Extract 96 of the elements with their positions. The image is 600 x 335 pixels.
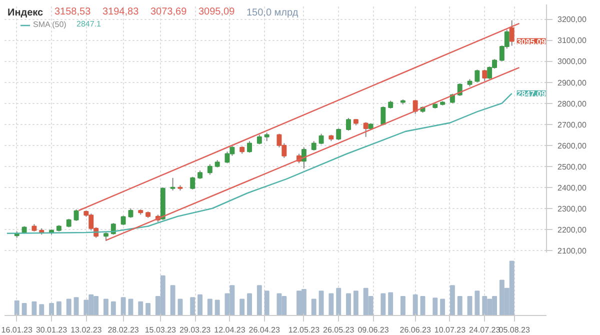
- bar: [56, 301, 62, 316]
- bar: [214, 300, 220, 316]
- candlestick: [509, 20, 514, 46]
- candlestick: [318, 133, 324, 145]
- annotation: 150,0 млрд: [246, 8, 298, 18]
- bar: [440, 298, 446, 316]
- x-tick-label: 26.05.23: [323, 326, 355, 334]
- bar: [311, 298, 316, 316]
- bar: [400, 296, 406, 316]
- y-tick-label: 2100,00: [558, 246, 587, 256]
- y-tick-label: 2800,00: [558, 99, 587, 108]
- bar: [74, 297, 79, 316]
- bar: [346, 293, 351, 316]
- candlestick: [474, 69, 480, 83]
- bar: [138, 301, 144, 316]
- candlestick: [301, 146, 306, 169]
- bar: [170, 285, 176, 316]
- y-tick-label: 2400,00: [558, 183, 587, 192]
- annotation: 3158,53: [54, 6, 92, 18]
- bar: [207, 298, 212, 316]
- candlestick: [247, 140, 252, 154]
- annotation: 2847.1: [76, 20, 102, 28]
- annotation: 3073,69: [150, 6, 188, 18]
- y-tick-label: 2600,00: [558, 141, 587, 150]
- candlestick: [120, 215, 126, 226]
- x-tick-label: 16.01.23: [1, 326, 33, 334]
- chart-title: Индекс: [8, 8, 44, 18]
- y-tick-label: 3000,00: [558, 57, 587, 66]
- candlestick: [380, 106, 386, 126]
- candlestick: [363, 122, 368, 138]
- candlestick: [190, 176, 196, 190]
- candlestick: [170, 177, 176, 191]
- x-tick-label: 28.02.23: [108, 326, 140, 334]
- y-tick-label: 2700,00: [558, 120, 587, 130]
- bar: [128, 298, 134, 316]
- candlestick: [74, 208, 79, 222]
- y-tick-label: 2900,00: [558, 78, 587, 88]
- x-tick-label: 26.06.23: [400, 326, 432, 334]
- x-tick-label: 15.03.23: [144, 326, 177, 334]
- bar: [388, 292, 394, 316]
- y-tick-label: 2200,00: [558, 225, 587, 234]
- x-tick-label: 05.08.23: [498, 326, 530, 334]
- annotation: 3095,09: [516, 37, 546, 46]
- bar: [103, 298, 108, 316]
- bar: [318, 290, 324, 316]
- bar: [412, 294, 418, 316]
- candlestick: [128, 208, 134, 218]
- bar: [264, 290, 270, 316]
- y-tick-label: 2500,00: [558, 162, 587, 172]
- bar: [146, 303, 151, 316]
- candlestick: [346, 117, 351, 132]
- bar: [49, 303, 54, 316]
- candlestick: [311, 140, 316, 152]
- bar: [474, 290, 480, 316]
- x-tick-label: 29.03.23: [179, 326, 212, 334]
- bar: [32, 301, 37, 316]
- x-tick-label: 12.05.23: [288, 326, 320, 334]
- bar: [14, 300, 20, 316]
- x-tick-label: 30.01.23: [36, 326, 68, 334]
- bar: [178, 298, 183, 316]
- x-tick-label: 12.04.23: [214, 326, 246, 334]
- candlestick: [336, 128, 342, 141]
- bar: [380, 293, 386, 316]
- bar: [256, 285, 262, 316]
- line-series: [6, 92, 512, 234]
- y-tick-label: 3100,00: [558, 36, 587, 46]
- annotation: 3095,09: [198, 6, 236, 18]
- bar: [110, 301, 116, 316]
- x-tick-label: 10.07.23: [434, 326, 466, 334]
- bar: [353, 290, 358, 316]
- x-tick-label: 09.06.23: [358, 326, 390, 334]
- candlestick: [482, 69, 488, 82]
- candlestick: [207, 164, 212, 176]
- bar: [120, 297, 126, 316]
- bar: [336, 288, 342, 316]
- bar: [247, 293, 252, 316]
- bar: [450, 285, 455, 316]
- y-tick-label: 2300,00: [558, 204, 587, 214]
- y-tick-label: 3200,00: [558, 15, 587, 24]
- bar: [432, 298, 438, 316]
- bar: [39, 304, 44, 316]
- candlestick: [256, 134, 262, 145]
- bar: [240, 298, 245, 316]
- bar: [22, 303, 27, 316]
- bar: [190, 297, 196, 316]
- bar: [66, 298, 72, 316]
- legend-label: SMA (50): [33, 20, 66, 29]
- annotation: 3194,83: [102, 6, 140, 18]
- annotation: 2847,09: [516, 89, 546, 98]
- bar: [198, 294, 202, 316]
- candlestick: [412, 100, 418, 114]
- x-tick-label: 13.02.23: [70, 326, 102, 334]
- bar: [328, 293, 334, 316]
- bar: [467, 296, 472, 316]
- x-tick-label: 26.04.23: [248, 326, 280, 334]
- bar: [457, 296, 462, 316]
